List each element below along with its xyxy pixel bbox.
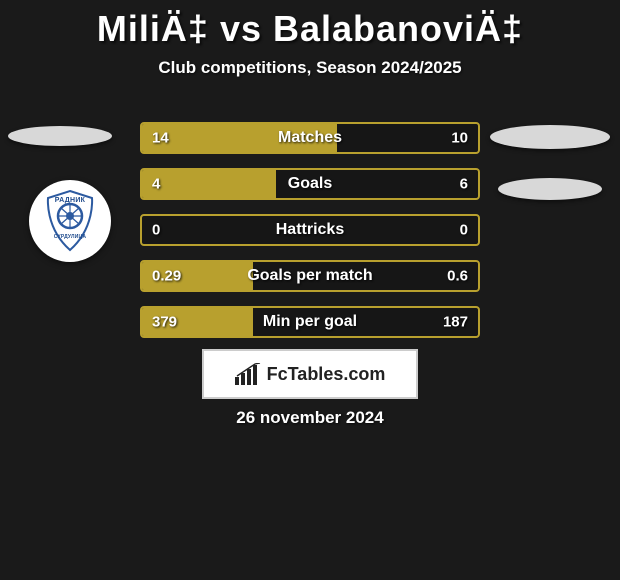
stat-row: 46Goals	[140, 168, 480, 200]
stat-row: 0.290.6Goals per match	[140, 260, 480, 292]
stat-row: 379187Min per goal	[140, 306, 480, 338]
logo-bottom-text: СУРДУЛИЦА	[37, 234, 103, 240]
stat-label: Hattricks	[142, 221, 478, 239]
stats-rows: 1410Matches 46Goals 00Hattricks 0.290.6Goal…	[140, 122, 480, 352]
brand-text: FcTables.com	[267, 364, 386, 385]
stat-label: Goals per match	[142, 267, 478, 285]
stat-label: Min per goal	[142, 313, 478, 331]
stat-row: 00Hattricks	[140, 214, 480, 246]
stat-row: 1410Matches	[140, 122, 480, 154]
logo-top-text: РАДНИК	[37, 197, 103, 204]
stat-label: Goals	[142, 175, 478, 193]
stat-label: Matches	[142, 129, 478, 147]
team-logo-inner: РАДНИК СУРДУЛИЦА	[37, 188, 103, 254]
bars-icon	[235, 363, 261, 385]
date-text: 26 november 2024	[0, 408, 620, 428]
page-title: MiliÄ‡ vs BalabanoviÄ‡	[0, 0, 620, 50]
brand-link[interactable]: FcTables.com	[202, 349, 418, 399]
team-logo: РАДНИК СУРДУЛИЦА	[29, 180, 111, 262]
decor-ellipse	[490, 125, 610, 149]
decor-ellipse	[8, 126, 112, 146]
decor-ellipse	[498, 178, 602, 200]
page-subtitle: Club competitions, Season 2024/2025	[0, 58, 620, 78]
